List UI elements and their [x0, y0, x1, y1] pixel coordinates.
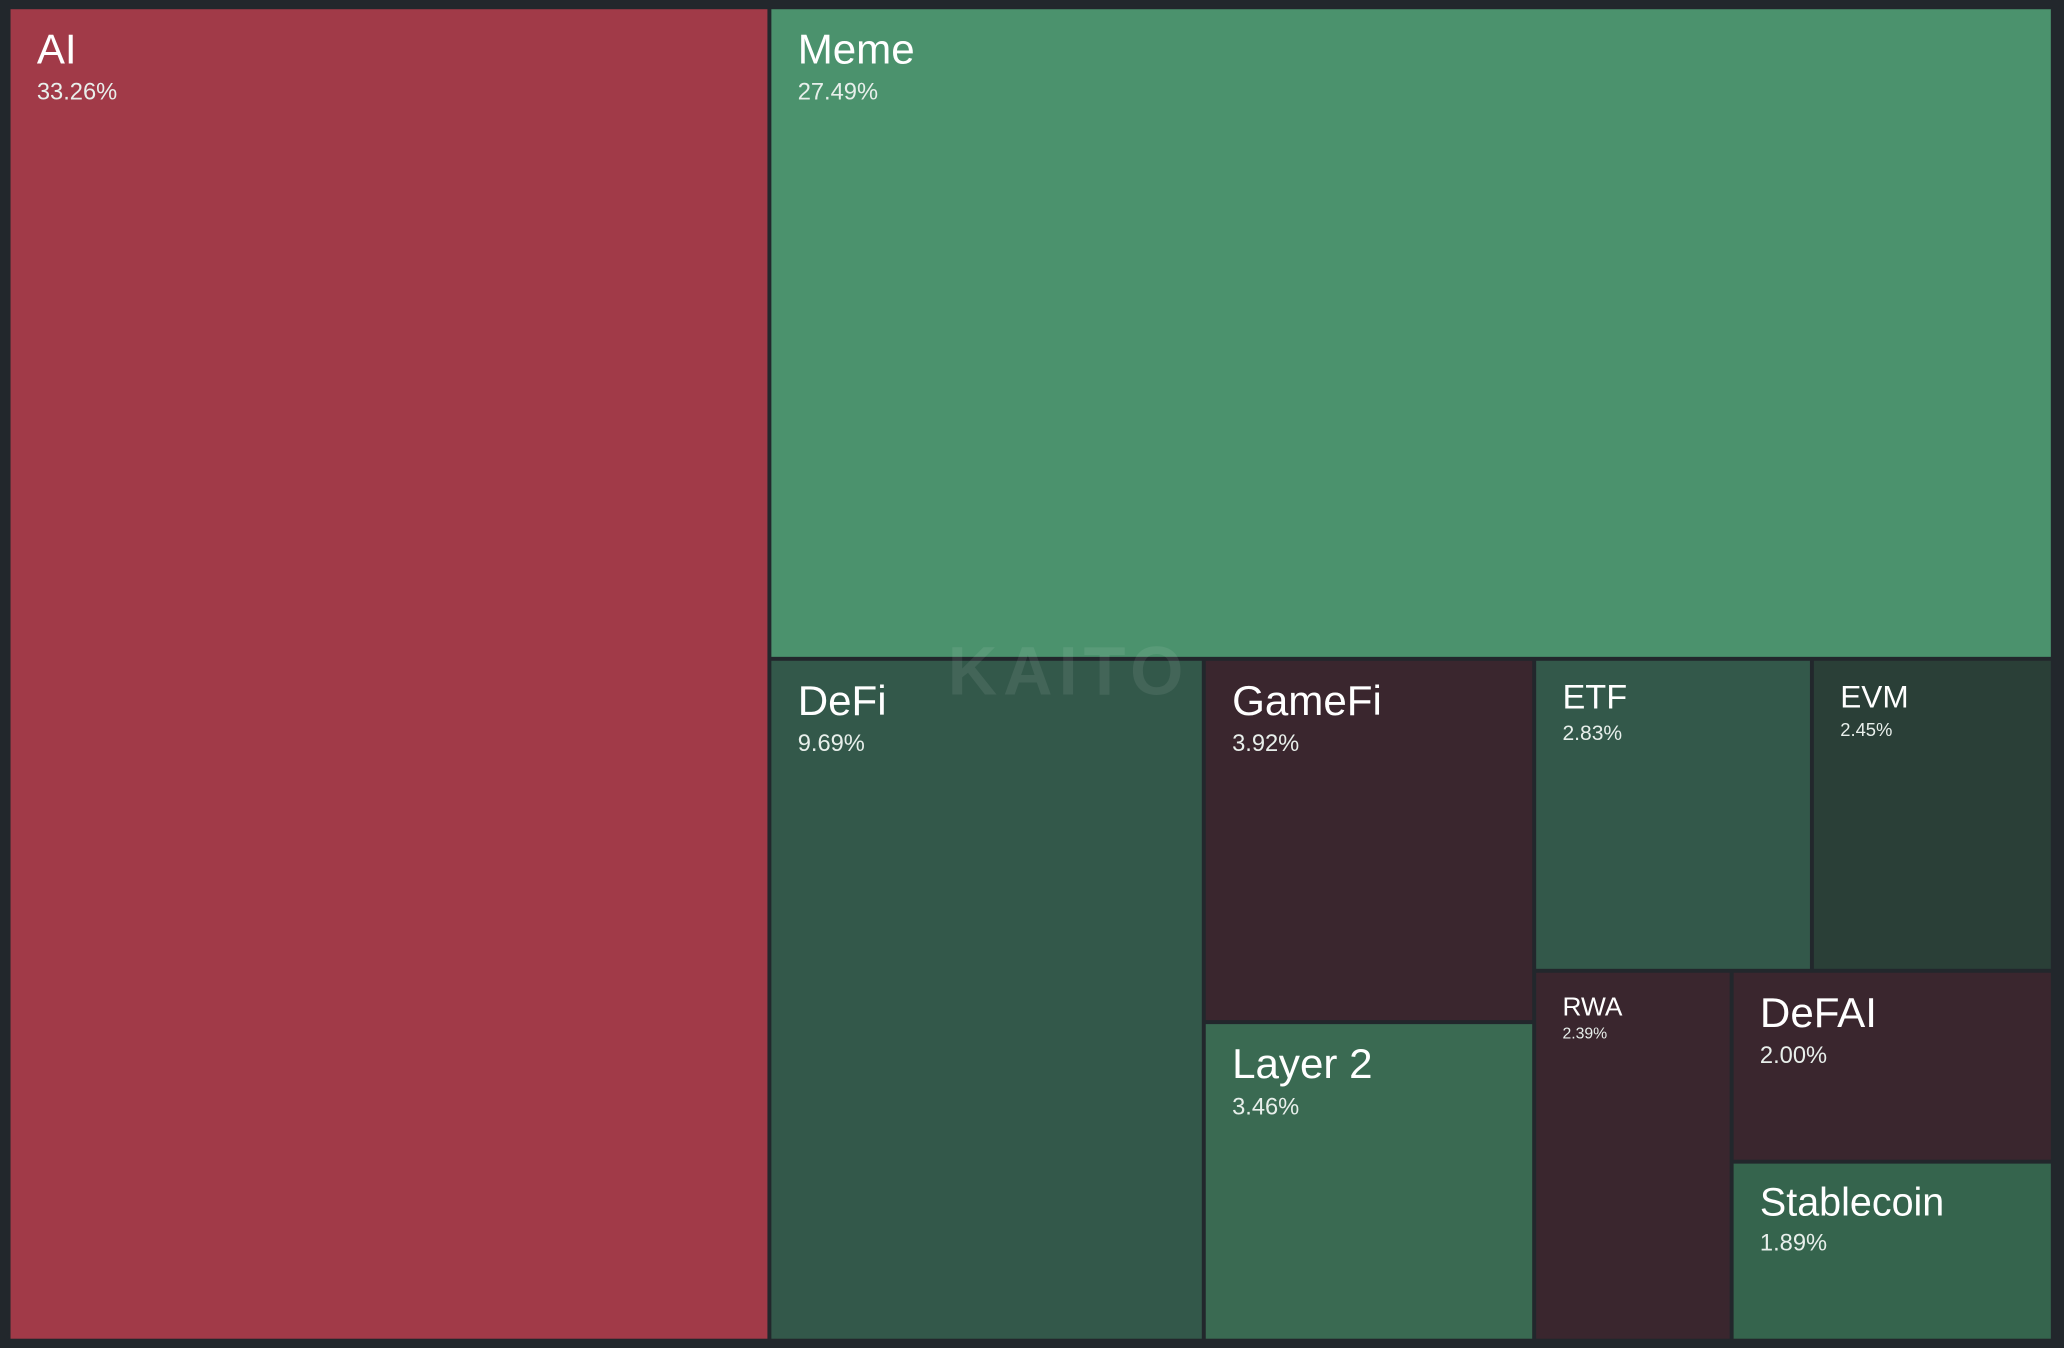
tile-value-label: 2.83%: [1562, 722, 1622, 745]
tile-value-label: 33.26%: [37, 79, 117, 105]
tile: [1733, 1163, 2051, 1339]
tile: [1536, 660, 1810, 969]
tile: [771, 660, 1202, 1339]
tile-label: Meme: [798, 25, 915, 72]
tile-value-label: 2.45%: [1840, 719, 1892, 740]
tile-value-label: 9.69%: [798, 731, 865, 757]
tile: [1205, 1024, 1533, 1339]
tile-value-label: 27.49%: [798, 79, 878, 105]
tile-value-label: 2.00%: [1760, 1043, 1827, 1069]
tile-label: Stablecoin: [1760, 1180, 1944, 1224]
tile: [10, 9, 768, 1339]
tile-value-label: 2.39%: [1562, 1025, 1607, 1042]
tile-label: Layer 2: [1232, 1040, 1372, 1087]
tile: [771, 9, 2051, 657]
tile-value-label: 3.92%: [1232, 731, 1299, 757]
tile: [1536, 972, 1730, 1339]
tile-label: DeFi: [798, 677, 887, 724]
tile-label: RWA: [1562, 992, 1622, 1022]
tile-value-label: 1.89%: [1760, 1231, 1827, 1257]
tile-label: AI: [37, 25, 77, 72]
tile-label: EVM: [1840, 679, 1908, 715]
tile: [1205, 660, 1533, 1021]
tile-label: ETF: [1562, 678, 1627, 716]
tile-value-label: 3.46%: [1232, 1094, 1299, 1120]
tile-label: GameFi: [1232, 677, 1382, 724]
tile: [1813, 660, 2051, 969]
watermark: KAITO: [948, 633, 1190, 710]
tile: [1733, 972, 2051, 1160]
tile-label: DeFAI: [1760, 989, 1877, 1036]
